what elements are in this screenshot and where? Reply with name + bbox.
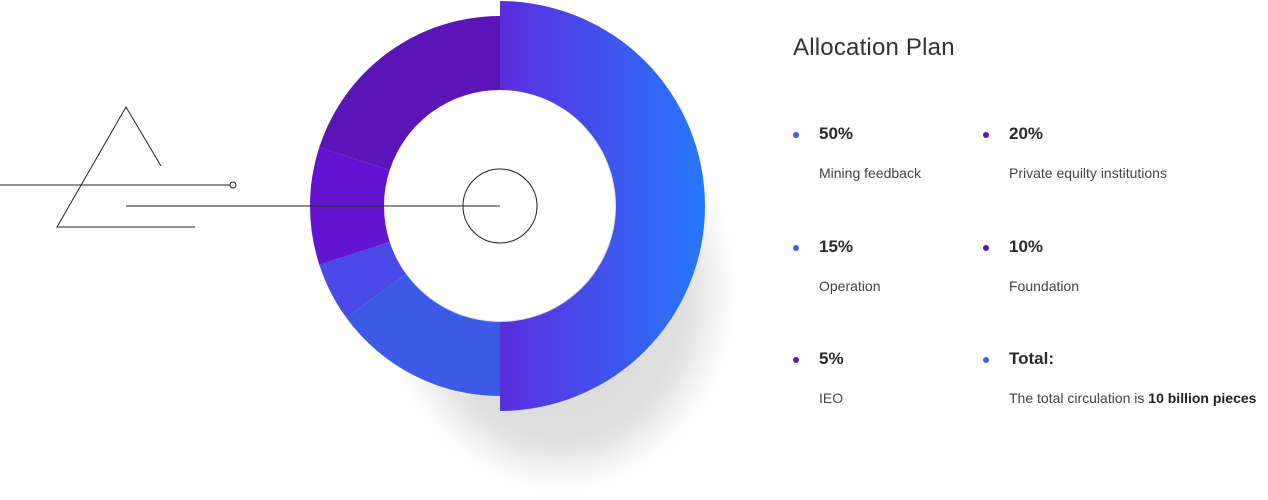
legend-dot <box>793 357 799 363</box>
legend-label: Operation <box>819 278 881 294</box>
legend-dot <box>983 245 989 251</box>
legend-label: IEO <box>819 390 844 406</box>
legend-dot <box>983 357 989 363</box>
connector-dot <box>229 181 237 189</box>
legend-value: 50% <box>819 124 854 143</box>
legend-value: 10% <box>1009 237 1044 256</box>
legend-label: Private equilty institutions <box>1009 165 1167 181</box>
slice-private-equity <box>319 16 500 171</box>
total-text-bold: 10 billion pieces <box>1148 390 1257 406</box>
legend-label: Mining feedback <box>819 165 921 181</box>
legend-dot <box>983 132 989 138</box>
triangle-icon <box>56 106 195 228</box>
allocation-donut-chart <box>0 1 710 465</box>
legend-dot <box>793 132 799 138</box>
center-ring <box>462 168 538 244</box>
legend-label: Foundation <box>1009 278 1080 294</box>
total-text: The total circulation is 10 billion piec… <box>1009 390 1256 406</box>
legend-dot <box>793 245 799 251</box>
total-heading: Total: <box>1009 349 1055 368</box>
decorative-lines <box>0 106 538 244</box>
legend-value: 15% <box>819 237 854 256</box>
slice-mining-feedback <box>500 1 705 411</box>
legend-value: 5% <box>819 349 844 368</box>
slice-operation <box>346 274 500 396</box>
slice-ieo <box>319 241 407 318</box>
legend-value: 20% <box>1009 124 1044 143</box>
page-title: Allocation Plan <box>793 34 955 61</box>
total-text-prefix: The total circulation is <box>1009 390 1149 406</box>
